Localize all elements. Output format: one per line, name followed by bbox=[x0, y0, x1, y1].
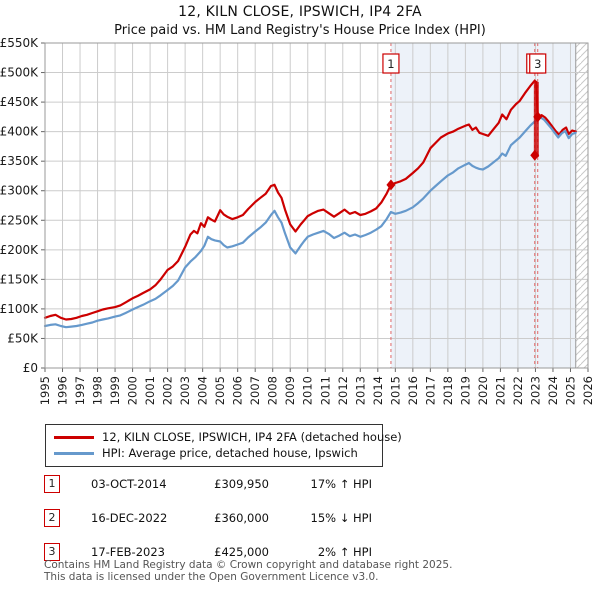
x-tick-label: 2013 bbox=[353, 376, 367, 405]
footer-line-2: This data is licensed under the Open Gov… bbox=[44, 571, 379, 584]
sale-marker-2: 2 bbox=[44, 508, 60, 527]
page-subtitle: Price paid vs. HM Land Registry's House … bbox=[114, 23, 486, 38]
sale-marker-3: 3 bbox=[44, 542, 60, 561]
y-tick-label: £50K bbox=[7, 331, 39, 345]
x-tick-label: 1997 bbox=[73, 376, 87, 405]
page-title: 12, KILN CLOSE, IPSWICH, IP4 2FA bbox=[178, 4, 422, 20]
x-tick-label: 1999 bbox=[108, 376, 122, 405]
x-tick-label: 2010 bbox=[301, 376, 315, 405]
x-tick-label: 2003 bbox=[178, 376, 192, 405]
y-tick-label: £100K bbox=[0, 302, 39, 316]
sale-price: £360,000 bbox=[214, 510, 269, 525]
y-tick-label: £150K bbox=[0, 272, 39, 286]
y-tick-label: £400K bbox=[0, 125, 39, 139]
table-row: 3 17-FEB-2023 £425,000 2% ↑ HPI bbox=[44, 542, 372, 561]
y-tick-label: £200K bbox=[0, 243, 39, 257]
y-tick-label: £300K bbox=[0, 184, 39, 198]
x-tick-label: 2022 bbox=[511, 376, 525, 405]
table-row: 1 03-OCT-2014 £309,950 17% ↑ HPI bbox=[44, 474, 372, 493]
x-tick-label: 2026 bbox=[581, 376, 595, 405]
x-tick-label: 2005 bbox=[213, 376, 227, 405]
y-tick-label: £500K bbox=[0, 66, 39, 80]
chart-legend: 12, KILN CLOSE, IPSWICH, IP4 2FA (detach… bbox=[45, 424, 402, 467]
property-price-line bbox=[43, 79, 577, 321]
footer-line-1: Contains HM Land Registry data © Crown c… bbox=[44, 559, 453, 571]
sale-marker-1: 1 bbox=[44, 474, 60, 493]
sale-date: 03-OCT-2014 bbox=[91, 476, 167, 491]
marker-box bbox=[382, 53, 400, 74]
y-tick-label: £450K bbox=[0, 95, 39, 109]
x-tick-label: 2000 bbox=[126, 376, 140, 405]
license-footer: Contains HM Land Registry data © Crown c… bbox=[44, 559, 452, 584]
x-tick-label: 2015 bbox=[388, 376, 402, 405]
y-tick-label: £250K bbox=[0, 213, 39, 227]
x-tick-label: 2002 bbox=[161, 376, 175, 405]
legend-line-blue-icon bbox=[54, 451, 94, 455]
x-tick-label: 2011 bbox=[318, 376, 332, 405]
future-hatch bbox=[575, 43, 588, 368]
y-tick-label: £550K bbox=[0, 36, 39, 50]
marker-box bbox=[529, 53, 547, 74]
sale-vs-hpi: 2% ↑ HPI bbox=[317, 544, 372, 559]
legend-label-property: 12, KILN CLOSE, IPSWICH, IP4 2FA (detach… bbox=[102, 430, 402, 444]
x-tick-label: 2014 bbox=[371, 376, 385, 405]
x-tick-label: 2020 bbox=[476, 376, 490, 405]
price-history-chart: 1995 1996 1997 1998 1999 2000 2001 2002 2003 2004… bbox=[0, 36, 595, 405]
marker-box-label: 3 bbox=[534, 57, 541, 71]
x-tick-label: 1995 bbox=[38, 376, 52, 405]
x-tick-label: 2018 bbox=[441, 376, 455, 405]
sale-vs-hpi: 17% ↑ HPI bbox=[310, 476, 372, 491]
table-row: 2 16-DEC-2022 £360,000 15% ↓ HPI bbox=[44, 508, 372, 527]
hpi-line bbox=[43, 116, 577, 329]
x-tick-label: 1996 bbox=[56, 376, 70, 405]
x-tick-label: 2021 bbox=[493, 376, 507, 405]
x-tick-label: 2008 bbox=[266, 376, 280, 405]
x-tick-label: 1998 bbox=[91, 376, 105, 405]
legend-label-hpi: HPI: Average price, detached house, Ipsw… bbox=[102, 446, 358, 460]
sale-date: 16-DEC-2022 bbox=[91, 510, 168, 525]
x-tick-label: 2004 bbox=[196, 376, 210, 405]
x-tick-label: 2023 bbox=[528, 376, 542, 405]
x-tick-label: 2025 bbox=[563, 376, 577, 405]
x-tick-label: 2019 bbox=[458, 376, 472, 405]
sale-point-diamond bbox=[533, 111, 543, 123]
y-tick-label: £350K bbox=[0, 154, 39, 168]
sale-price: £425,000 bbox=[214, 544, 269, 559]
marker-box-label: 1 bbox=[387, 57, 394, 71]
x-tick-label: 2001 bbox=[143, 376, 157, 405]
sale-date: 17-FEB-2023 bbox=[91, 544, 165, 559]
x-tick-label: 2006 bbox=[231, 376, 245, 405]
x-tick-label: 2012 bbox=[336, 376, 350, 405]
sale-price: £309,950 bbox=[214, 476, 269, 491]
transactions-table: 1 03-OCT-2014 £309,950 17% ↑ HPI 2 16-DE… bbox=[44, 474, 372, 576]
sale-vs-hpi: 15% ↓ HPI bbox=[310, 510, 372, 525]
x-tick-label: 2024 bbox=[546, 376, 560, 405]
legend-line-red-icon bbox=[54, 435, 94, 439]
legend-entry-property: 12, KILN CLOSE, IPSWICH, IP4 2FA (detach… bbox=[46, 429, 402, 445]
x-tick-label: 2016 bbox=[406, 376, 420, 405]
x-tick-label: 2017 bbox=[423, 376, 437, 405]
y-tick-label: £0 bbox=[23, 361, 38, 375]
x-tick-label: 2007 bbox=[248, 376, 262, 405]
sale-point-diamond bbox=[530, 149, 540, 161]
legend-entry-hpi: HPI: Average price, detached house, Ipsw… bbox=[46, 445, 382, 461]
sale-point-diamond bbox=[386, 179, 396, 191]
x-tick-label: 2009 bbox=[283, 376, 297, 405]
